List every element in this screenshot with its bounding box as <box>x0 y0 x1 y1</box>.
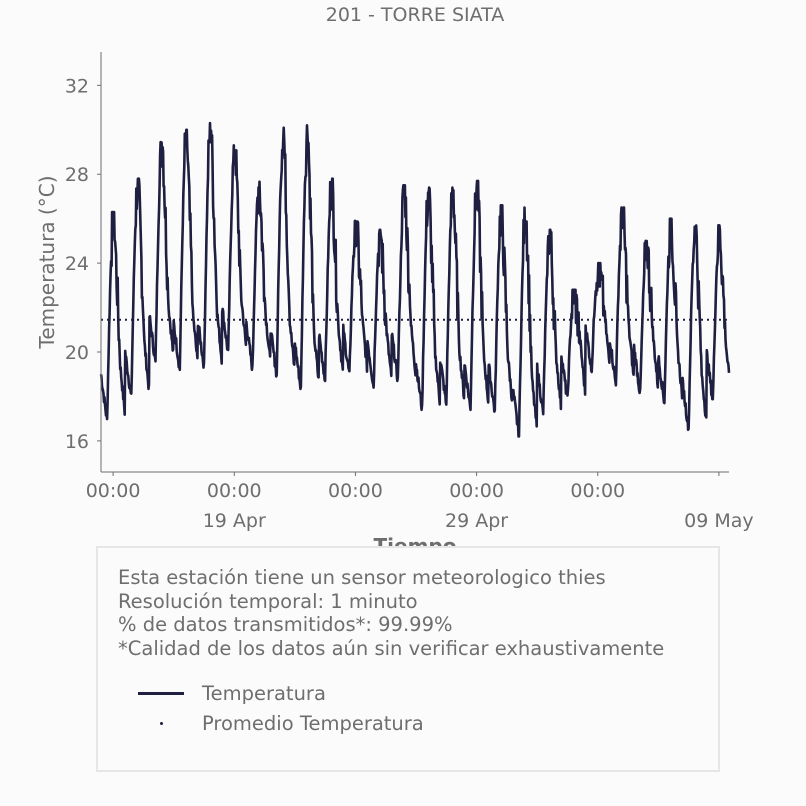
legend-solid-line-swatch <box>138 691 184 695</box>
x-tick-date-label: 09 May <box>684 510 754 532</box>
legend-label: Promedio Temperatura <box>202 711 424 735</box>
info-line-resolution: Resolución temporal: 1 minuto <box>118 589 418 613</box>
legend-item-temperatura: Temperatura <box>138 681 326 705</box>
info-line-transmitted: % de datos transmitidos*: 99.99% <box>118 613 453 636</box>
x-tick-date-label: 19 Apr <box>203 510 266 532</box>
y-ticks: 16 20 24 28 32 <box>65 75 101 453</box>
temperature-series-line <box>99 121 731 438</box>
x-tick-label: 00:00 <box>86 480 141 502</box>
plot-area <box>99 121 731 438</box>
x-tick-label: 00:00 <box>449 480 504 502</box>
chart-title: 201 - TORRE SIATA <box>326 4 505 26</box>
y-tick-label: 28 <box>65 164 89 186</box>
legend-item-promedio: Promedio Temperatura <box>138 711 424 735</box>
station-info-text: Esta estación tiene un sensor meteorolog… <box>118 566 664 660</box>
x-tick-date-label: 29 Apr <box>445 510 508 532</box>
legend-dot-swatch <box>138 721 184 725</box>
x-ticks: 00:00 00:00 19 Apr 00:00 00:00 29 Apr 00:00 09 … <box>86 472 754 532</box>
x-tick-label: 00:00 <box>207 480 262 502</box>
y-tick-label: 32 <box>65 75 89 97</box>
legend-label: Temperatura <box>202 681 326 705</box>
info-line-quality: *Calidad de los datos aún sin verificar … <box>118 636 665 660</box>
info-line-sensor: Esta estación tiene un sensor meteorolog… <box>118 566 606 589</box>
y-axis-label: Temperatura (°C) <box>35 175 59 349</box>
station-info-box: Esta estación tiene un sensor meteorolog… <box>96 546 720 772</box>
x-tick-label: 00:00 <box>328 480 383 502</box>
y-tick-label: 20 <box>65 342 89 364</box>
x-tick-label: 00:00 <box>570 480 625 502</box>
y-tick-label: 16 <box>65 431 89 453</box>
y-tick-label: 24 <box>65 253 89 275</box>
